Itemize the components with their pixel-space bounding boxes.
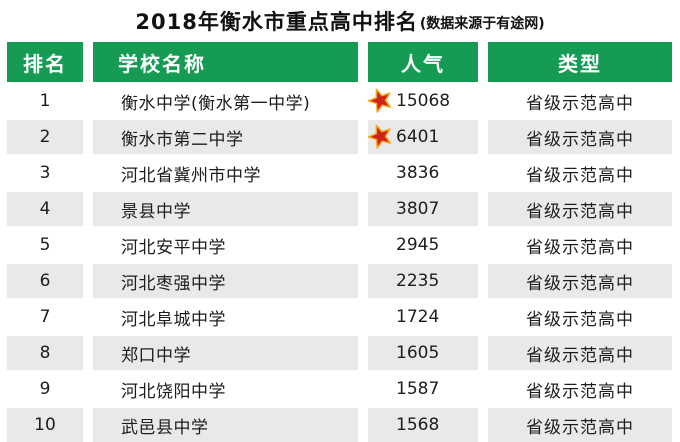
cell-rank: 1	[7, 84, 83, 118]
cell-popularity: 15068	[367, 84, 478, 118]
cell-rank: 6	[7, 264, 83, 298]
cell-type: 省级示范高中	[488, 192, 672, 226]
cell-popularity: 2945	[368, 228, 478, 262]
cell-popularity: 3807	[368, 192, 478, 226]
cell-rank: 8	[7, 336, 83, 370]
popularity-value: 1568	[396, 415, 440, 435]
cell-popularity: 2235	[368, 264, 478, 298]
cell-school: 河北饶阳中学	[93, 372, 358, 406]
column-header-school: 学校名称	[93, 42, 358, 82]
popularity-value: 1724	[396, 307, 440, 327]
cell-rank: 2	[7, 120, 83, 154]
cell-school: 衡水中学(衡水第一中学)	[93, 84, 358, 118]
cell-school: 郑口中学	[93, 336, 358, 370]
cell-type: 省级示范高中	[488, 336, 672, 370]
cell-popularity: 3836	[368, 156, 478, 190]
cell-popularity: 6401	[367, 120, 478, 154]
cell-popularity: 1587	[368, 372, 478, 406]
cell-type: 省级示范高中	[488, 120, 672, 154]
cell-rank: 9	[7, 372, 83, 406]
page-title: 2018年衡水市重点高中排名 (数据来源于有途网)	[0, 0, 680, 42]
title-source-note: (数据来源于有途网)	[419, 15, 545, 32]
popularity-value: 3836	[396, 163, 440, 183]
popularity-value: 15068	[396, 91, 451, 111]
ranking-table: 排名 学校名称 人气 类型 1 衡水中学(衡水第一中学) 15068 省级示范高…	[0, 42, 680, 442]
column-header-type: 类型	[488, 42, 672, 82]
cell-school: 河北省冀州市中学	[93, 156, 358, 190]
cell-rank: 4	[7, 192, 83, 226]
popularity-value: 3807	[396, 199, 440, 219]
popularity-value: 6401	[396, 127, 440, 147]
column-header-rank: 排名	[7, 42, 83, 82]
cell-rank: 3	[7, 156, 83, 190]
cell-school: 衡水市第二中学	[93, 120, 358, 154]
cell-school: 河北阜城中学	[93, 300, 358, 334]
cell-type: 省级示范高中	[488, 264, 672, 298]
cell-type: 省级示范高中	[488, 408, 672, 442]
cell-type: 省级示范高中	[488, 300, 672, 334]
cell-school: 景县中学	[93, 192, 358, 226]
cell-type: 省级示范高中	[488, 156, 672, 190]
cell-type: 省级示范高中	[488, 228, 672, 262]
cell-school: 河北枣强中学	[93, 264, 358, 298]
cell-rank: 5	[7, 228, 83, 262]
cell-popularity: 1605	[368, 336, 478, 370]
cell-rank: 10	[7, 408, 83, 442]
star-icon	[364, 120, 396, 152]
cell-popularity: 1568	[368, 408, 478, 442]
cell-school: 武邑县中学	[93, 408, 358, 442]
cell-type: 省级示范高中	[488, 84, 672, 118]
cell-popularity: 1724	[368, 300, 478, 334]
popularity-value: 2945	[396, 235, 440, 255]
popularity-value: 1587	[396, 379, 440, 399]
star-icon	[364, 84, 396, 116]
popularity-value: 2235	[396, 271, 440, 291]
popularity-value: 1605	[396, 343, 440, 363]
cell-type: 省级示范高中	[488, 372, 672, 406]
cell-rank: 7	[7, 300, 83, 334]
title-main: 2018年衡水市重点高中排名	[135, 10, 418, 34]
cell-school: 河北安平中学	[93, 228, 358, 262]
column-header-popularity: 人气	[368, 42, 478, 82]
